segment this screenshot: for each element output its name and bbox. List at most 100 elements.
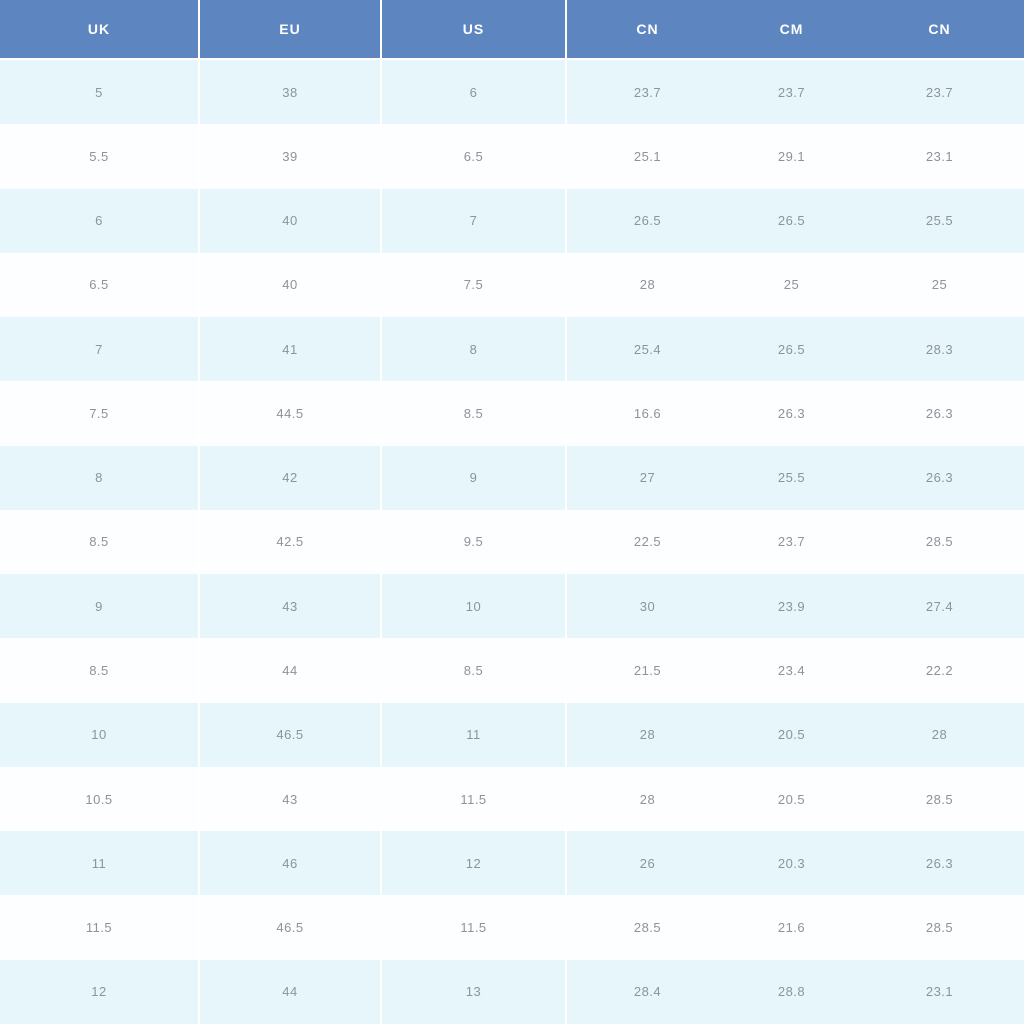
table-cell: 28.5 bbox=[925, 920, 954, 936]
table-cell: 26.3 bbox=[925, 470, 954, 486]
table-cell: 5.5 bbox=[0, 124, 200, 189]
table-cell: 26.5 bbox=[633, 213, 662, 229]
table-cell: 43 bbox=[200, 574, 382, 639]
table-cell: 10.5 bbox=[0, 766, 200, 832]
table-cell: 28 bbox=[639, 727, 656, 743]
header-cell-cn-5: CN bbox=[928, 21, 951, 37]
table-cell: 23.1 bbox=[925, 984, 954, 1000]
table-cell: 46.5 bbox=[200, 895, 382, 960]
table-cell: 8.5 bbox=[0, 509, 200, 575]
table-cell: 20.5 bbox=[777, 791, 806, 807]
header-cell-eu-1: EU bbox=[200, 0, 382, 58]
table-cell: 28 bbox=[931, 727, 948, 743]
table-row: 7 41 8 25.4 26.5 28.3 bbox=[0, 317, 1024, 382]
table-cell: 28.8 bbox=[777, 984, 806, 1000]
table-row: 6 40 7 26.5 26.5 25.5 bbox=[0, 188, 1024, 253]
table-row: 7.5 44.5 8.5 16.6 26.3 26.3 bbox=[0, 381, 1024, 446]
table-cell: 44 bbox=[200, 638, 382, 703]
table-cell: 8.5 bbox=[382, 638, 567, 703]
table-cell: 29.1 bbox=[777, 148, 806, 164]
table-cell: 25.5 bbox=[777, 470, 806, 486]
table-cell: 27 bbox=[639, 470, 656, 486]
table-cell: 25.4 bbox=[633, 341, 662, 357]
table-cell: 6 bbox=[0, 188, 200, 253]
table-cell: 44.5 bbox=[200, 381, 382, 446]
table-cell: 9 bbox=[382, 445, 567, 510]
table-cell: 21.6 bbox=[777, 920, 806, 936]
table-cell: 23.7 bbox=[925, 84, 954, 100]
table-cell: 13 bbox=[382, 959, 567, 1024]
table-cell: 40 bbox=[200, 252, 382, 318]
table-cell: 25 bbox=[931, 277, 948, 293]
table-row: 11.5 46.5 11.5 28.5 21.6 28.5 bbox=[0, 895, 1024, 960]
table-cell: 8.5 bbox=[382, 381, 567, 446]
table-cell: 7.5 bbox=[0, 381, 200, 446]
table-cell: 9 bbox=[0, 574, 200, 639]
table-cell: 44 bbox=[200, 959, 382, 1024]
table-cell: 28.5 bbox=[633, 920, 662, 936]
table-cell: 23.4 bbox=[777, 663, 806, 679]
table-row: 5 38 6 23.7 23.7 23.7 bbox=[0, 60, 1024, 125]
table-row: 12 44 13 28.4 28.8 23.1 bbox=[0, 959, 1024, 1024]
table-cell: 6.5 bbox=[0, 252, 200, 318]
table-cell: 11.5 bbox=[382, 766, 567, 832]
table-row: 10.5 43 11.5 28 20.5 28.5 bbox=[0, 766, 1024, 832]
table-header-row: UK EU US CN CM CN bbox=[0, 0, 1024, 60]
table-body: 5 38 6 23.7 23.7 23.7 5.5 39 6.5 25.1 29.1 23.1 6 40 7… bbox=[0, 60, 1024, 1024]
table-cell: 21.5 bbox=[633, 663, 662, 679]
table-cell: 10 bbox=[382, 574, 567, 639]
table-cell: 23.7 bbox=[777, 84, 806, 100]
table-cell: 7.5 bbox=[382, 252, 567, 318]
table-cell: 23.7 bbox=[633, 84, 662, 100]
table-cell: 23.7 bbox=[777, 534, 806, 550]
table-cell: 5 bbox=[0, 60, 200, 125]
table-row: 8.5 42.5 9.5 22.5 23.7 28.5 bbox=[0, 509, 1024, 575]
table-cell: 39 bbox=[200, 124, 382, 189]
table-row: 8 42 9 27 25.5 26.3 bbox=[0, 445, 1024, 510]
header-cell-cm-4: CM bbox=[779, 21, 804, 37]
table-cell: 6 bbox=[382, 60, 567, 125]
table-cell: 25.5 bbox=[925, 213, 954, 229]
header-cell-us-2: US bbox=[382, 0, 567, 58]
table-cell: 42 bbox=[200, 445, 382, 510]
table-cell: 11.5 bbox=[382, 895, 567, 960]
table-cell: 7 bbox=[382, 188, 567, 253]
table-row: 11 46 12 26 20.3 26.3 bbox=[0, 831, 1024, 896]
table-cell: 8.5 bbox=[0, 638, 200, 703]
table-row: 10 46.5 11 28 20.5 28 bbox=[0, 702, 1024, 767]
table-cell: 11.5 bbox=[0, 895, 200, 960]
header-cell-cn-3: CN bbox=[636, 21, 659, 37]
table-row: 8.5 44 8.5 21.5 23.4 22.2 bbox=[0, 638, 1024, 703]
table-cell: 28.4 bbox=[633, 984, 662, 1000]
table-cell: 28.5 bbox=[925, 534, 954, 550]
table-cell: 28 bbox=[639, 277, 656, 293]
table-cell: 6.5 bbox=[382, 124, 567, 189]
table-cell: 26.3 bbox=[777, 405, 806, 421]
header-cell-uk-0: UK bbox=[0, 0, 200, 58]
table-cell: 12 bbox=[382, 831, 567, 896]
table-cell: 41 bbox=[200, 317, 382, 382]
table-cell: 22.2 bbox=[925, 663, 954, 679]
table-cell: 26 bbox=[639, 855, 656, 871]
table-cell: 25 bbox=[783, 277, 800, 293]
table-cell: 28 bbox=[639, 791, 656, 807]
table-cell: 9.5 bbox=[382, 509, 567, 575]
table-cell: 46 bbox=[200, 831, 382, 896]
table-cell: 28.5 bbox=[925, 791, 954, 807]
table-cell: 46.5 bbox=[200, 702, 382, 767]
table-cell: 22.5 bbox=[633, 534, 662, 550]
table-row: 5.5 39 6.5 25.1 29.1 23.1 bbox=[0, 124, 1024, 189]
table-cell: 28.3 bbox=[925, 341, 954, 357]
table-cell: 8 bbox=[0, 445, 200, 510]
table-cell: 40 bbox=[200, 188, 382, 253]
table-cell: 10 bbox=[0, 702, 200, 767]
table-cell: 7 bbox=[0, 317, 200, 382]
table-cell: 26.3 bbox=[925, 405, 954, 421]
table-cell: 11 bbox=[0, 831, 200, 896]
table-cell: 25.1 bbox=[633, 148, 662, 164]
table-cell: 43 bbox=[200, 766, 382, 832]
table-cell: 26.5 bbox=[777, 213, 806, 229]
table-cell: 38 bbox=[200, 60, 382, 125]
table-cell: 42.5 bbox=[200, 509, 382, 575]
